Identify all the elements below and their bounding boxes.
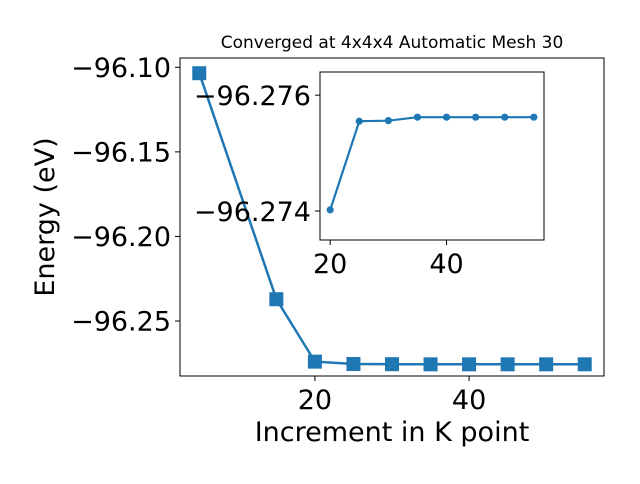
inset-data-point <box>501 113 509 121</box>
main-y-tick-label: −96.10 <box>71 53 171 84</box>
inset-background <box>320 72 544 240</box>
inset-data-point <box>472 113 480 121</box>
inset-series-line <box>329 116 534 211</box>
main-y-tick-label: −96.25 <box>71 307 171 338</box>
main-data-point <box>307 354 322 369</box>
main-data-point <box>577 357 592 372</box>
main-ticks: 20 40 −96.10 −96.15 −96.20 −96.25 <box>71 53 486 416</box>
main-data-point <box>192 66 207 81</box>
main-data-point <box>269 292 284 307</box>
inset-data-point <box>355 117 363 125</box>
inset-ticks: 20 40 −96.274 −96.276 <box>194 81 464 280</box>
main-data-point <box>539 357 554 372</box>
inset-data-point <box>326 206 334 214</box>
main-data-point <box>462 357 477 372</box>
inset-x-tick-label: 20 <box>313 249 347 280</box>
main-y-tick-label: −96.20 <box>71 222 171 253</box>
inset-chart: 20 40 −96.274 −96.276 <box>194 71 545 280</box>
inset-axes-frame <box>319 71 545 241</box>
inset-x-tick-label: 40 <box>429 249 463 280</box>
main-data-point <box>346 356 361 371</box>
inset-plot-area <box>326 113 538 214</box>
main-axes-frame <box>179 57 605 377</box>
main-data-point <box>385 357 399 372</box>
main-x-tick-label: 20 <box>298 385 332 416</box>
inset-data-point <box>530 113 538 121</box>
inset-y-tick-label: −96.274 <box>194 197 311 228</box>
chart-title: Converged at 4x4x4 Automatic Mesh 30 <box>221 33 564 53</box>
main-y-tick-label: −96.15 <box>71 138 171 169</box>
main-chart: Converged at 4x4x4 Automatic Mesh 30 20 4… <box>30 33 605 448</box>
y-axis-label: Energy (eV) <box>30 137 61 296</box>
inset-y-tick-label: −96.276 <box>194 81 311 112</box>
inset-data-point <box>384 117 392 125</box>
inset-data-point <box>442 113 451 121</box>
main-data-point <box>423 357 438 372</box>
main-series-line <box>198 72 585 366</box>
main-x-tick-label: 40 <box>452 385 486 416</box>
x-axis-label: Increment in K point <box>255 417 530 448</box>
inset-data-point <box>413 113 422 121</box>
main-plot-area <box>192 66 592 372</box>
main-data-point <box>500 357 515 372</box>
